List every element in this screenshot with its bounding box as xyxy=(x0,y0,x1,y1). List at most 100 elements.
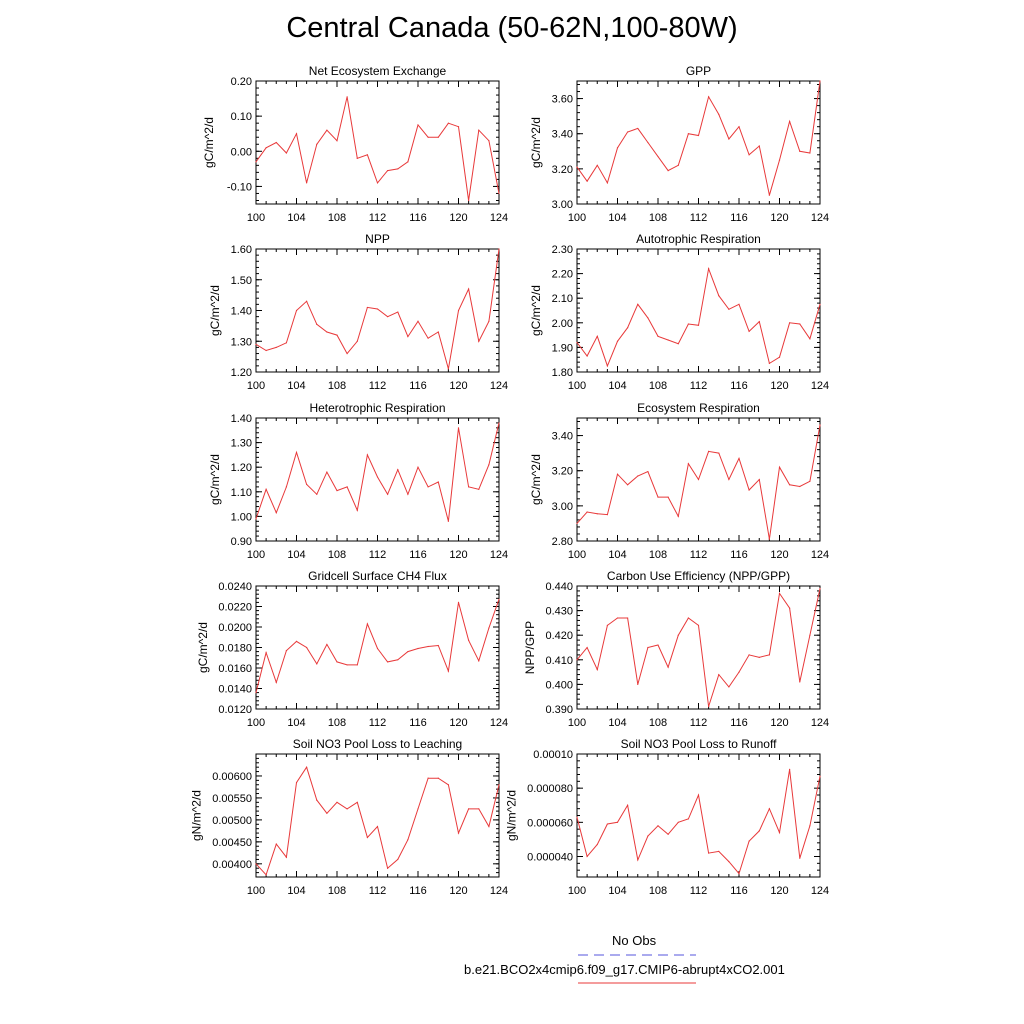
panel-5: 100 104 108 112 116 120 124 0.90 1.00 1.10 1.20 1.3… xyxy=(208,401,508,561)
y-tick-label: 0.20 xyxy=(231,76,252,88)
y-tick-label: 0.400 xyxy=(545,679,573,691)
data-point xyxy=(708,705,710,708)
x-tick-label: 116 xyxy=(409,549,427,561)
x-tick-label: 124 xyxy=(490,717,508,729)
data-point xyxy=(346,664,348,666)
data-point xyxy=(387,493,389,495)
y-axis-label: gC/m^2/d xyxy=(529,454,543,505)
x-tick-label: 108 xyxy=(649,717,667,729)
data-point xyxy=(417,808,419,810)
data-point xyxy=(819,587,821,590)
x-tick-label: 120 xyxy=(770,212,788,224)
data-point xyxy=(336,489,338,492)
y-axis-label: gN/m^2/d xyxy=(190,790,204,841)
x-tick-label: 108 xyxy=(649,885,667,897)
x-tick-label: 104 xyxy=(287,717,305,729)
y-tick-label: 3.00 xyxy=(552,501,573,513)
data-point xyxy=(637,859,639,861)
data-point xyxy=(586,855,588,858)
data-point xyxy=(255,161,257,163)
data-point xyxy=(468,288,470,290)
data-point xyxy=(397,858,399,861)
data-point xyxy=(265,349,267,352)
y-tick-label: 0.0140 xyxy=(218,684,252,696)
data-point xyxy=(657,644,659,646)
x-tick-label: 104 xyxy=(287,885,305,897)
x-tick-label: 100 xyxy=(247,885,265,897)
y-tick-label: 0.00 xyxy=(231,146,252,158)
x-tick-label: 108 xyxy=(649,212,667,224)
data-point xyxy=(468,486,470,488)
data-point xyxy=(778,159,781,161)
data-point xyxy=(285,342,287,344)
y-tick-label: 1.30 xyxy=(231,336,252,348)
data-point xyxy=(265,488,267,490)
data-point xyxy=(596,164,598,166)
panel-1: 100 104 108 112 116 120 124 -0.10 0.00 0.10 0.20 Ne… xyxy=(202,64,508,224)
series-line xyxy=(576,424,821,540)
data-point xyxy=(778,592,781,594)
x-tick-label: 104 xyxy=(287,549,305,561)
data-point xyxy=(606,514,608,516)
y-tick-label: 1.40 xyxy=(231,306,252,318)
data-point xyxy=(697,794,700,796)
data-point xyxy=(387,661,389,663)
data-point xyxy=(366,154,368,156)
y-tick-label: 1.20 xyxy=(231,367,252,379)
data-point xyxy=(809,825,811,827)
data-point xyxy=(637,127,639,130)
data-point xyxy=(789,768,791,770)
data-point xyxy=(306,646,308,649)
data-point xyxy=(667,666,669,668)
data-point xyxy=(586,646,588,649)
y-tick-label: 2.10 xyxy=(552,293,573,305)
y-tick-label: 0.00500 xyxy=(212,815,252,827)
data-point xyxy=(576,816,578,818)
data-point xyxy=(417,647,419,650)
data-point xyxy=(708,268,710,270)
data-point xyxy=(667,496,669,498)
y-tick-label: 0.0200 xyxy=(218,622,252,634)
data-point xyxy=(427,486,429,488)
y-tick-label: 0.10 xyxy=(231,111,252,123)
data-point xyxy=(316,323,318,325)
data-point xyxy=(397,659,399,661)
x-tick-label: 120 xyxy=(449,885,467,897)
legend-lines xyxy=(578,954,696,984)
data-point xyxy=(478,340,480,342)
x-tick-label: 124 xyxy=(811,717,829,729)
data-point xyxy=(778,356,781,358)
data-point xyxy=(275,843,277,845)
data-point xyxy=(275,512,277,514)
data-point xyxy=(627,327,629,329)
x-tick-label: 112 xyxy=(369,717,387,729)
panel-10: 100 104 108 112 116 120 124 0.000040 0.000060 0.0… xyxy=(504,737,829,897)
y-axis-label: gC/m^2/d xyxy=(529,285,543,336)
data-point xyxy=(285,649,287,652)
y-tick-label: 0.0220 xyxy=(218,602,252,614)
y-tick-label: 3.60 xyxy=(552,94,573,106)
data-point xyxy=(697,478,700,481)
data-point xyxy=(677,634,679,636)
data-point xyxy=(498,784,500,786)
data-point xyxy=(596,513,598,515)
data-point xyxy=(647,646,649,649)
x-tick-label: 116 xyxy=(730,380,748,392)
x-tick-label: 112 xyxy=(369,380,387,392)
panel-4: 100 104 108 112 116 120 124 1.80 1.90 2.00 2.10 2.2… xyxy=(529,232,829,392)
y-tick-label: 0.0160 xyxy=(218,663,252,675)
data-point xyxy=(627,804,629,806)
data-point xyxy=(478,129,480,131)
data-point xyxy=(657,335,659,337)
data-point xyxy=(627,131,629,133)
data-point xyxy=(627,617,629,619)
data-point xyxy=(768,362,770,364)
data-point xyxy=(316,799,318,801)
data-point xyxy=(275,681,277,683)
y-axis-label: gC/m^2/d xyxy=(196,622,210,673)
data-point xyxy=(718,452,720,454)
data-point xyxy=(427,645,429,648)
y-tick-label: 3.20 xyxy=(552,164,573,176)
data-point xyxy=(768,194,770,196)
